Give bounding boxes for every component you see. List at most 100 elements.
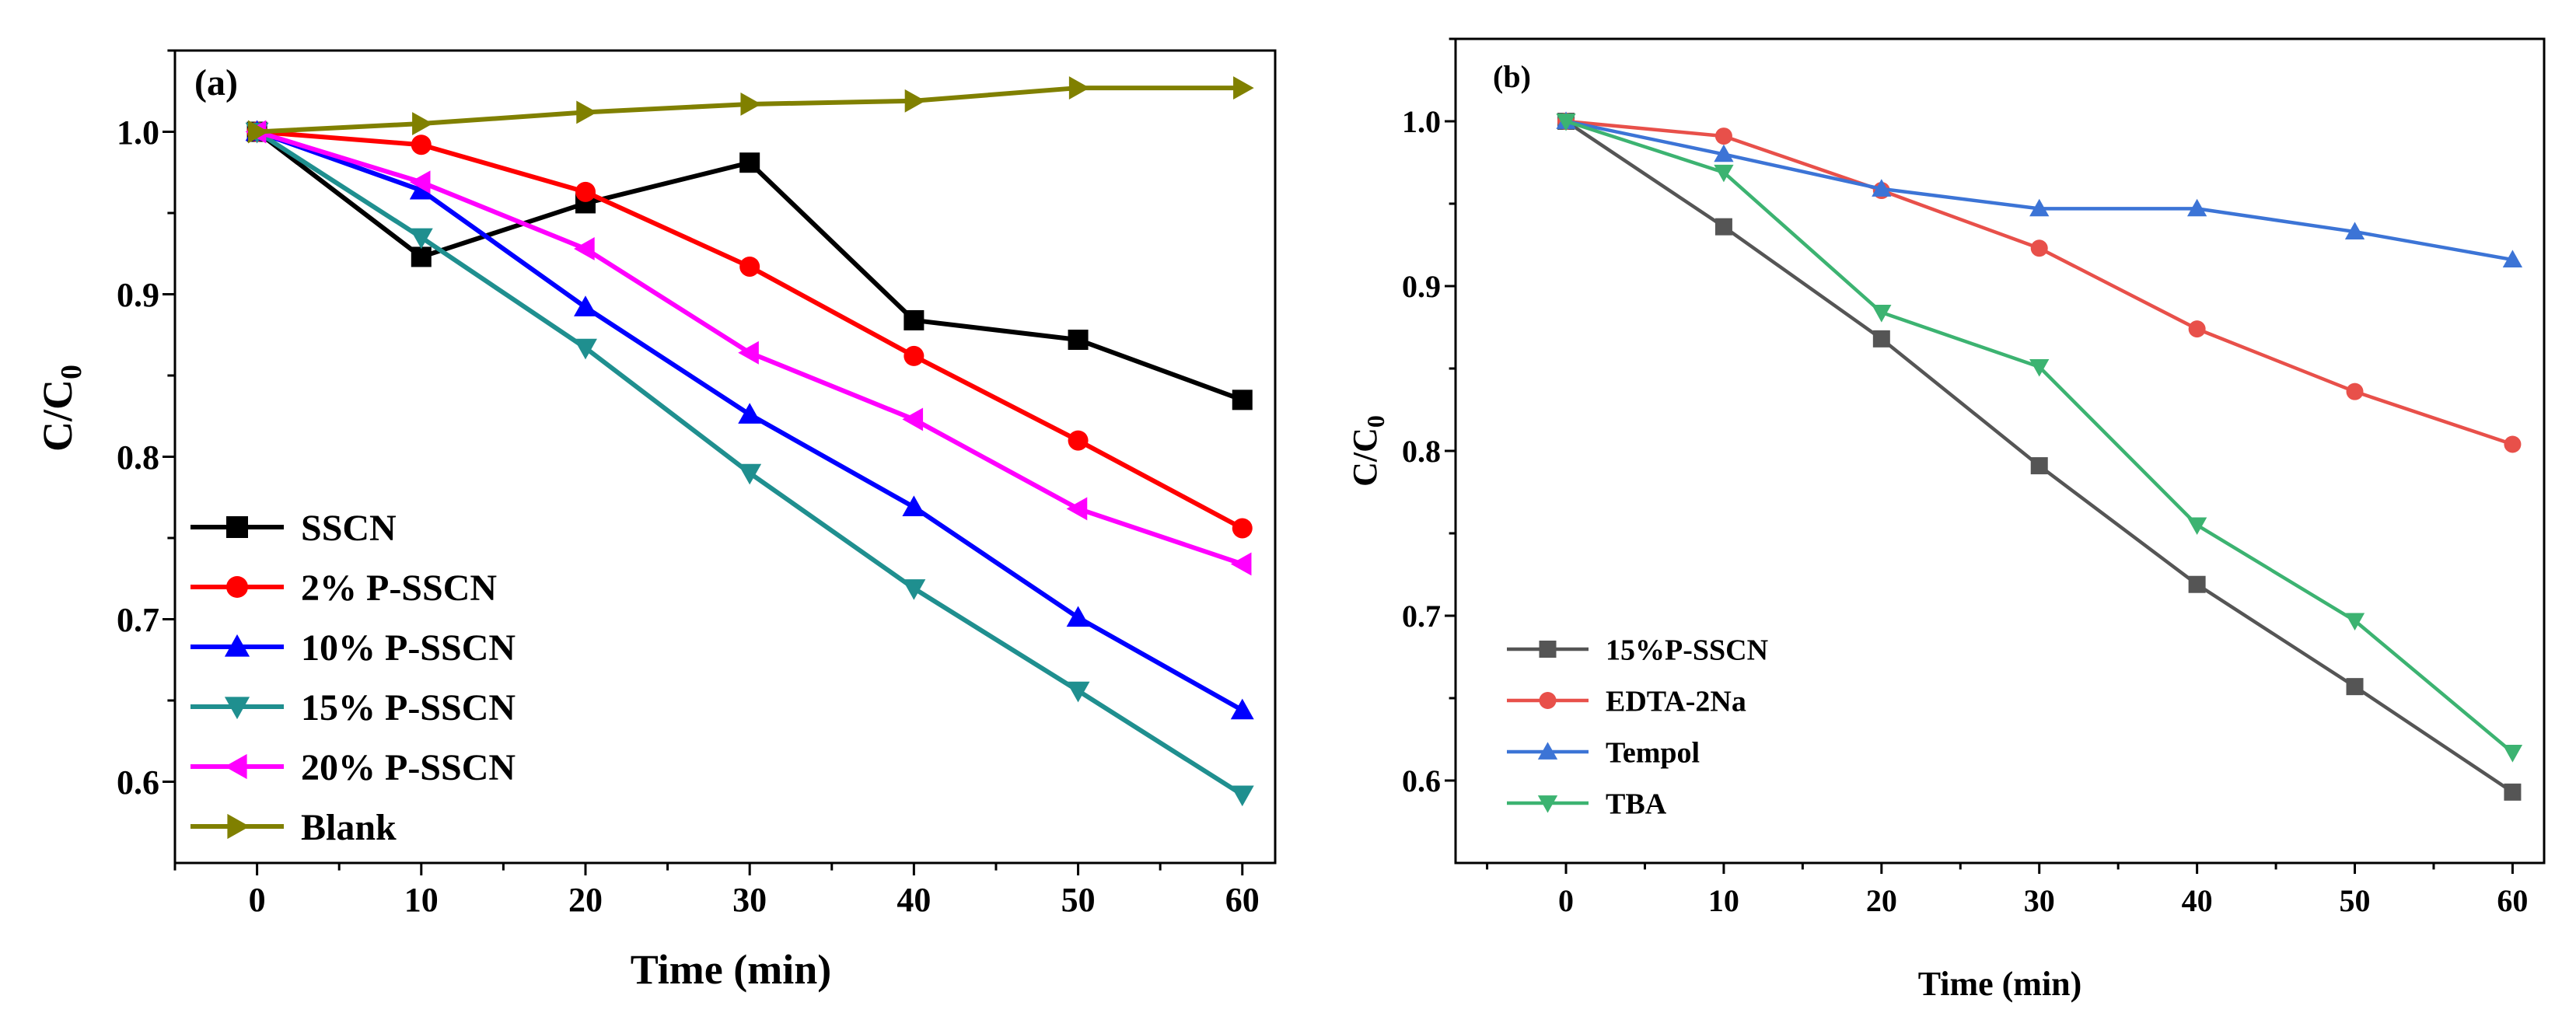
panel-b-data-point	[2346, 383, 2364, 400]
panel-b-ytick-label: 1.0	[1402, 104, 1441, 139]
panel-b-data-point	[2502, 745, 2523, 763]
panel-a-data-point	[1232, 518, 1253, 539]
panel-a-data-point	[1233, 76, 1254, 100]
panel-b-data-point	[2186, 517, 2207, 536]
panel-b-data-point	[1714, 128, 1732, 145]
panel-b-ylabel-sub: 0	[1361, 415, 1389, 428]
panel-a-legend-item: 2% P-SSCN	[190, 568, 497, 609]
panel-a-data-point	[1230, 785, 1254, 807]
panel-b-data-point	[2344, 222, 2365, 239]
panel-a-xtick-label: 50	[1061, 881, 1096, 919]
panel-a-data-point	[574, 338, 597, 360]
panel-b-ylabel-main: C/C	[1346, 428, 1384, 487]
panel-b-data-point	[1556, 114, 1576, 131]
panel-a-data-point	[409, 228, 433, 250]
panel-b-data-point	[1872, 305, 1892, 323]
panel-a-data-point	[738, 403, 762, 424]
panel-a-legend-item: 20% P-SSCN	[190, 747, 516, 788]
panel-b-data-point	[2029, 198, 2050, 217]
panel-b-data-point	[2502, 250, 2523, 267]
panel-a-series	[245, 76, 1254, 807]
panel-b-chart: (b) Time (min) C/C0 0 10 20 30 40 50 60 0.60.7…	[1346, 37, 2546, 1003]
panel-b-xlabel: Time (min)	[1918, 965, 2082, 1003]
panel-b-data-point	[1714, 218, 1732, 236]
panel-a-data-point	[739, 256, 760, 277]
panel-a-legend-label: SSCN	[301, 508, 397, 549]
panel-b-legend-label: EDTA-2Na	[1606, 685, 1746, 718]
panel-a-legend-marker	[224, 753, 247, 780]
panel-a-ylabel: C/C0	[34, 365, 88, 452]
panel-b-data-point	[2504, 435, 2522, 453]
panel-b-legend-item: Tempol	[1507, 736, 1700, 769]
panel-a-xtick-label: 60	[1225, 881, 1260, 919]
panel-b-legend-item: EDTA-2Na	[1507, 685, 1746, 718]
panel-a-legend-label: 2% P-SSCN	[301, 568, 497, 609]
panel-a-ytick-label: 0.6	[117, 763, 159, 802]
panel-a-series-5	[247, 76, 1254, 144]
panel-a-legend-item: SSCN	[190, 508, 397, 549]
panel-b-label: (b)	[1493, 59, 1531, 94]
panel-a-legend: SSCN 2% P-SSCN 10% P-SSCN 15% P-SSCN 20% P-S…	[190, 508, 516, 848]
panel-b-xtick-label: 0	[1558, 883, 1574, 918]
panel-b-legend-item: 15%P-SSCN	[1507, 634, 1768, 666]
panel-b-legend-label: 15%P-SSCN	[1606, 634, 1768, 666]
panel-a-legend-marker	[224, 697, 250, 720]
panel-b-data-point	[2344, 613, 2365, 631]
panel-b-legend-marker	[1539, 692, 1557, 709]
panel-b-xtick-label: 20	[1866, 883, 1897, 918]
panel-a-ytick-label: 0.8	[117, 438, 159, 477]
panel-a-xticks: 0 10 20 30 40 50 60	[173, 863, 1260, 919]
panel-a-data-point	[1232, 389, 1253, 410]
panel-b-series-3	[1556, 114, 2523, 763]
panel-a-data-point	[1068, 76, 1090, 100]
panel-b-ylabel: C/C0	[1346, 415, 1389, 487]
panel-a-legend-item: 15% P-SSCN	[190, 687, 516, 728]
panel-b-series-line	[1565, 119, 2513, 262]
panel-a-legend-marker	[226, 516, 248, 538]
panel-a-legend-label: 20% P-SSCN	[301, 747, 516, 788]
panel-b-xtick-label: 60	[2497, 883, 2528, 918]
panel-a-legend-label: 10% P-SSCN	[301, 627, 516, 669]
panel-a-ytick-label: 0.7	[117, 601, 159, 639]
panel-a-xlabel: Time (min)	[631, 946, 831, 993]
panel-a-data-point	[574, 295, 597, 316]
panel-a-data-point	[904, 345, 924, 366]
panel-a-xtick-label: 40	[897, 881, 931, 919]
panel-a-data-point	[576, 100, 597, 124]
panel-a-data-point	[1230, 698, 1254, 720]
panel-b-legend-label: Tempol	[1606, 736, 1700, 769]
panel-a-legend-marker	[224, 634, 250, 657]
panel-b-data-point	[1872, 179, 1892, 197]
panel-a-series-3	[245, 122, 1254, 807]
panel-b-ytick-label: 0.8	[1402, 434, 1441, 469]
panel-b-data-point	[2186, 198, 2207, 217]
panel-a-data-point	[574, 237, 595, 260]
panel-b-xticks: 0 10 20 30 40 50 60	[1486, 863, 2528, 918]
panel-a-data-point	[1068, 430, 1089, 451]
panel-b-ytick-label: 0.7	[1402, 599, 1441, 634]
panel-a-data-point	[411, 134, 432, 155]
panel-a-legend-label: 15% P-SSCN	[301, 687, 516, 728]
panel-b-xtick-label: 50	[2340, 883, 2371, 918]
panel-b-xtick-label: 30	[2024, 883, 2055, 918]
panel-a-data-point	[1066, 681, 1090, 703]
panel-b-data-point	[2188, 575, 2206, 593]
panel-a-data-point	[738, 341, 759, 365]
panel-a-data-point	[904, 89, 926, 113]
panel-a-data-point	[740, 93, 762, 116]
panel-a-data-point	[739, 152, 760, 173]
panel-b-legend-item: TBA	[1507, 788, 1667, 820]
panel-a-data-point	[904, 309, 924, 330]
panel-a-data-point	[411, 246, 432, 267]
panel-b-data-point	[1872, 330, 1890, 348]
panel-b-data-point	[1714, 144, 1734, 162]
panel-a-ylabel-sub: 0	[55, 365, 88, 379]
panel-a-data-point	[902, 407, 924, 431]
panel-a-yticks: 0.6 0.7 0.8 0.9 1.0	[117, 49, 175, 802]
panel-a-ytick-label: 0.9	[117, 276, 159, 314]
panel-a-data-point	[738, 463, 762, 485]
panel-b-data-point	[2188, 320, 2206, 338]
panel-b-data-point	[1714, 164, 1734, 183]
panel-a-xtick-label: 0	[249, 881, 266, 919]
panel-a-xtick-label: 30	[732, 881, 767, 919]
